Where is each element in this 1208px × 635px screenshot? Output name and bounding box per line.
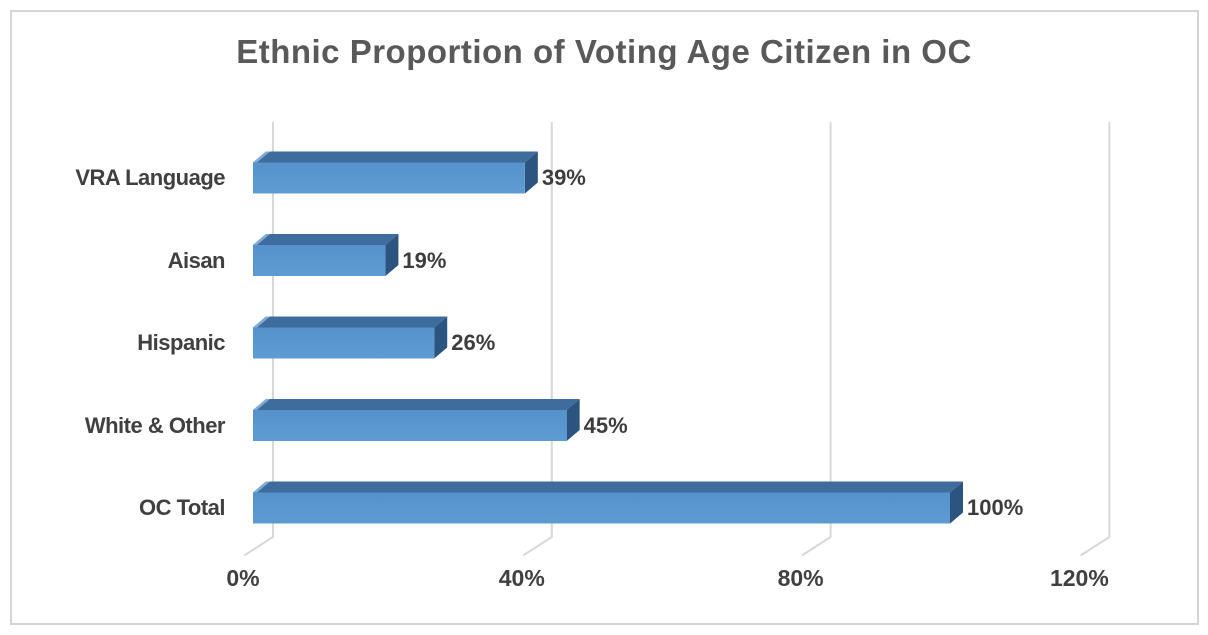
axis-tick	[244, 536, 274, 556]
bar	[253, 327, 435, 359]
bar	[253, 410, 567, 441]
bar-bevel-highlight	[253, 316, 270, 328]
axis-tick	[1080, 536, 1111, 556]
x-tick-label: 80%	[777, 565, 824, 591]
bar-side-face	[524, 151, 538, 194]
bar-top-face	[253, 234, 399, 245]
bar-side-face	[434, 316, 448, 359]
bar-top-face	[253, 151, 538, 163]
data-label: 26%	[451, 330, 496, 355]
category-label: OC Total	[138, 495, 226, 520]
x-tick-label: 120%	[1049, 565, 1109, 591]
data-label: 45%	[583, 412, 628, 438]
chart-title: Ethnic Proportion of Voting Age Citizen …	[236, 33, 972, 70]
bar-top-face	[253, 399, 580, 410]
bar-top-face	[253, 316, 448, 328]
axis-tick	[522, 536, 553, 556]
bar-bevel-highlight	[253, 151, 270, 163]
category-label: White & Other	[84, 412, 226, 438]
bar-bevel-highlight	[253, 234, 270, 245]
bar	[253, 492, 950, 524]
bar-side-face	[385, 234, 399, 276]
bar-side-face	[950, 481, 963, 524]
data-label: 39%	[541, 165, 586, 190]
x-tick-label: 40%	[498, 565, 545, 591]
category-label: Aisan	[167, 247, 226, 273]
x-tick-label: 0%	[226, 565, 260, 591]
bar-bevel-highlight	[253, 399, 270, 410]
bar	[253, 245, 386, 276]
data-label: 19%	[402, 247, 447, 273]
axis-tick	[801, 536, 832, 556]
bar	[253, 162, 525, 194]
category-label: Hispanic	[137, 330, 225, 355]
bar-top-face	[253, 481, 963, 493]
bar-bevel-highlight	[253, 481, 270, 493]
data-label: 100%	[967, 495, 1024, 520]
category-label: VRA Language	[75, 165, 225, 190]
bar-side-face	[566, 399, 580, 441]
